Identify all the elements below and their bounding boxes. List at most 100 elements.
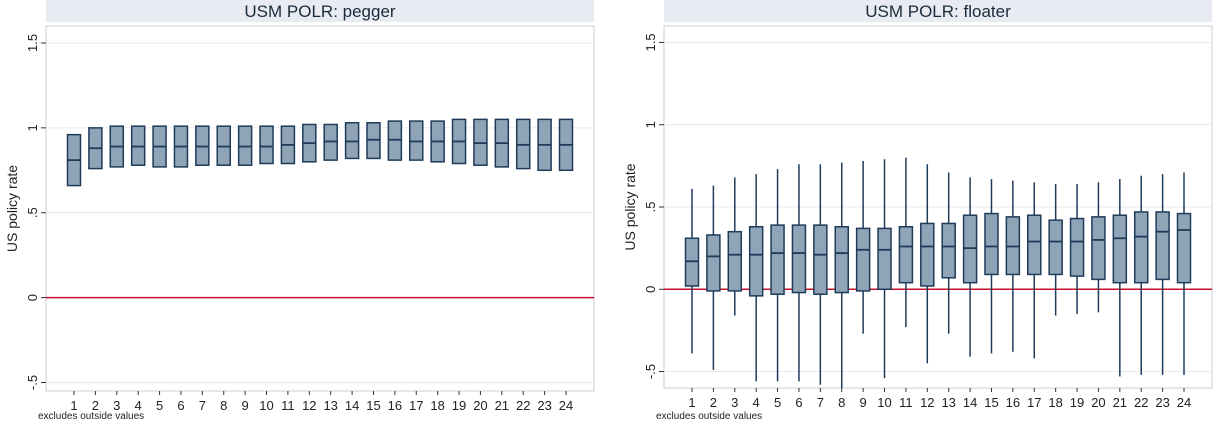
box-9 [237,125,253,166]
box-4 [748,174,764,382]
x-tick-label: 13 [323,398,337,413]
box-7 [195,125,210,166]
x-tick-label: 21 [495,398,509,413]
iqr-box [1133,211,1149,284]
iqr-box [920,222,935,287]
x-tick-label: 19 [1070,395,1084,410]
x-tick-label: 11 [899,395,913,410]
box-11 [280,125,296,165]
iqr-box [1091,216,1106,281]
y-tick-label: -.5 [25,375,40,390]
x-tick-label: 5 [156,398,163,413]
box-13 [941,172,956,334]
iqr-box [1155,211,1170,281]
x-tick-label: 17 [1027,395,1041,410]
box-9 [855,160,871,334]
x-tick-label: 13 [941,395,955,410]
x-tick-label: 23 [537,398,551,413]
title-bar [46,0,594,22]
x-tick-label: 18 [430,398,444,413]
x-tick-label: 7 [817,395,824,410]
x-tick-label: 4 [135,398,142,413]
y-tick-label: 1.5 [25,34,40,52]
x-tick-label: 1 [688,395,695,410]
box-8 [834,162,849,388]
iqr-box [984,212,999,276]
iqr-box [791,224,807,294]
box-23 [1155,174,1170,375]
box-20 [473,118,488,166]
iqr-box [1069,217,1085,277]
box-6 [791,164,807,382]
box-5 [770,169,785,382]
floater-box-plot: USM POLR: floater -.5 0 .5 1 1.5 US policy rat… [622,0,1213,422]
x-tick-label: 8 [220,398,227,413]
x-tick-label: 3 [113,398,120,413]
x-tick-label: 6 [177,398,184,413]
box-11 [898,157,914,328]
box-4 [130,125,146,166]
box-24 [558,118,574,172]
y-axis-label: US policy rate [4,165,20,252]
box-6 [173,125,189,168]
x-tick-label: 11 [281,398,295,413]
box-16 [387,120,403,161]
y-tick-label: 1 [25,124,40,131]
box-14 [962,177,978,357]
y-tick-label: .5 [25,207,40,218]
box-23 [537,118,552,172]
iqr-box [1027,214,1042,276]
chart-title: USM POLR: pegger [244,2,396,21]
box-3 [727,177,743,316]
y-tick-label: 1.5 [643,33,658,51]
box-16 [1005,180,1021,352]
x-tick-label: 21 [1113,395,1127,410]
y-tick-label: 0 [643,286,658,293]
x-tick-label: 23 [1155,395,1169,410]
chart-note: excludes outside values [656,411,762,422]
box-14 [344,122,360,160]
x-tick-label: 17 [409,398,423,413]
iqr-box [706,234,721,292]
box-20 [1091,182,1106,313]
box-12 [302,123,317,163]
box-19 [451,118,467,165]
chart-title: USM POLR: floater [865,2,1011,21]
y-tick-label: 0 [25,294,40,301]
box-12 [920,164,935,364]
x-tick-label: 22 [1134,395,1148,410]
chart-note: excludes outside values [38,411,144,422]
x-tick-label: 9 [242,398,249,413]
box-7 [813,164,828,385]
x-tick-label: 14 [345,398,359,413]
iqr-box [770,224,785,295]
box-1 [684,188,700,354]
iqr-box [834,225,849,294]
y-tick-label: 1 [643,121,658,128]
x-tick-label: 5 [774,395,781,410]
chart-floater: USM POLR: floater -.5 0 .5 1 1.5 US policy rat… [618,0,1218,423]
x-tick-label: 22 [516,398,530,413]
box-1 [66,133,82,187]
box-10 [259,125,274,165]
x-tick-label: 7 [199,398,206,413]
box-17 [1027,182,1042,359]
iqr-box [1176,212,1192,284]
iqr-box [748,225,764,297]
x-tick-label: 16 [388,398,402,413]
x-tick-label: 15 [984,395,998,410]
box-17 [409,120,424,161]
x-tick-label: 4 [753,395,760,410]
x-tick-label: 14 [963,395,977,410]
box-10 [877,159,892,379]
box-3 [109,125,125,168]
box-21 [494,118,510,168]
box-8 [216,125,231,166]
iqr-box [877,227,892,291]
box-22 [1133,175,1149,375]
x-tick-label: 19 [452,398,466,413]
box-15 [984,179,999,354]
x-tick-label: 15 [366,398,380,413]
x-tick-label: 20 [1091,395,1105,410]
x-tick-label: 12 [920,395,934,410]
